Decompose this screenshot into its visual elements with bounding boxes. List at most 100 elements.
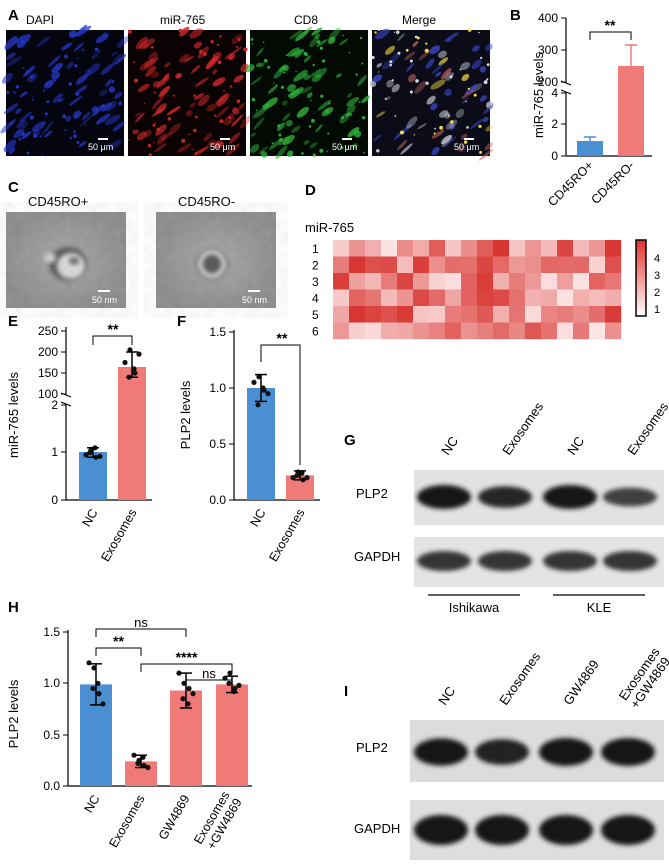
fluorescence-dot (377, 29, 380, 32)
fluorescence-spot (13, 129, 25, 139)
heatmap-cell (397, 240, 414, 257)
fluorescence-spot (311, 74, 322, 83)
fluorescence-spot (16, 40, 26, 49)
fluorescence-spot (391, 84, 400, 93)
fluorescence-spot (485, 43, 493, 51)
fluorescence-spot (417, 123, 427, 130)
fluorescence-spot (430, 79, 446, 90)
fluorescence-spot (328, 27, 341, 41)
heatmap-cell (525, 273, 542, 290)
heatmap-cell (557, 322, 574, 340)
fluorescence-dot (229, 85, 233, 88)
heatmap-cell (493, 273, 510, 290)
data-point (227, 670, 233, 676)
fluorescence-spot (250, 132, 256, 137)
fluorescence-dot (271, 142, 274, 145)
heatmap-cell (429, 240, 446, 257)
fluorescence-dot (389, 60, 393, 64)
fluorescence-spot (110, 51, 118, 57)
heatmap-cell (589, 306, 606, 323)
fluorescence-spot (438, 57, 449, 66)
fluorescence-spot (32, 121, 46, 132)
data-point (180, 696, 186, 702)
heatmap-cell (557, 240, 574, 257)
data-point (90, 685, 96, 692)
fluorescence-dot (178, 28, 183, 33)
axis-break-mark (560, 89, 572, 95)
fluorescence-spot (346, 96, 359, 107)
fluorescence-spot (51, 62, 63, 73)
fluorescence-spot (179, 26, 190, 37)
fluorescence-spot (197, 46, 209, 59)
band-plp2 (603, 487, 657, 507)
scale-bar-label: 50 nm (92, 295, 117, 305)
fluorescence-dot (255, 109, 258, 112)
fluorescence-dot (31, 98, 34, 101)
fluorescence-spot (418, 50, 431, 61)
heatmap-cell (461, 322, 478, 340)
channel-label-mir765: miR-765 (160, 13, 206, 27)
heatmap-cell (573, 322, 590, 340)
y-tick-label: 1 (51, 445, 58, 459)
fluorescence-spot (135, 112, 145, 123)
fluorescence-dot (396, 30, 400, 34)
fluorescence-dot (340, 146, 344, 150)
fluorescence-spot (76, 25, 92, 37)
heatmap-cell (413, 240, 430, 257)
x-tick-label-exosomes: Exosomes (98, 507, 139, 565)
heatmap-cell (445, 240, 462, 257)
fluorescence-dot (434, 127, 436, 130)
fluorescence-spot (211, 51, 222, 63)
fluorescence-spot (289, 86, 304, 99)
fluorescence-dot (424, 48, 429, 53)
fluorescence-spot (276, 122, 286, 131)
colorbar-tick: 2 (654, 287, 660, 299)
axis-break-mark (60, 401, 72, 407)
label-line: Exosomes (499, 399, 546, 458)
fluorescence-spot (203, 133, 212, 142)
fluorescence-spot (66, 61, 74, 70)
significance-bracket (140, 663, 233, 672)
fluorescence-dot (467, 87, 470, 90)
fluorescence-dot (328, 102, 331, 105)
fluorescence-spot (345, 112, 351, 118)
heatmap-cell (349, 256, 366, 274)
fluorescence-dot (473, 93, 477, 97)
panel-c: CD45RO+ CD45RO- 50 nm 50 nm (6, 194, 276, 308)
fluorescence-dot (96, 121, 100, 125)
colorbar (635, 239, 647, 317)
data-point (86, 660, 92, 666)
fluorescence-spot (372, 74, 383, 83)
fluorescence-dot (341, 116, 345, 120)
fluorescence-spot (258, 145, 269, 154)
fluorescence-dot (132, 130, 135, 133)
scale-bar-line (220, 138, 230, 140)
fluorescence-spot (448, 123, 455, 130)
heatmap-cell (573, 256, 590, 274)
heatmap-cell (333, 256, 350, 274)
panel-d-heatmap: miR-765 1 2 3 4 5 6 4 3 2 1 (305, 220, 660, 340)
x-tick-label-exosomes: Exosomes (266, 507, 307, 565)
fluorescence-dot (391, 79, 394, 82)
fluorescence-spot (293, 69, 308, 82)
y-tick-label: 0 (551, 149, 558, 163)
fluorescence-dot (415, 79, 419, 83)
fluorescence-dot (363, 151, 365, 154)
fluorescence-spot (479, 66, 487, 73)
panel-letter-h: H (8, 599, 19, 616)
data-point (122, 359, 128, 366)
fluorescence-spot (231, 34, 243, 45)
band-plp2 (539, 738, 593, 766)
fluorescence-dot (29, 115, 34, 120)
heatmap-row-label: 1 (312, 242, 319, 256)
fluorescence-spot (4, 36, 18, 50)
fluorescence-spot (239, 115, 252, 129)
fluorescence-spot (44, 130, 53, 138)
data-point (131, 752, 137, 758)
y-axis-label: PLP2 levels (6, 679, 21, 748)
fluorescence-spot (206, 139, 216, 147)
heatmap-cell (509, 289, 526, 307)
fluorescence-spot (472, 45, 480, 52)
fluorescence-spot (268, 138, 283, 151)
y-tick-label: 1.5 (43, 625, 60, 639)
